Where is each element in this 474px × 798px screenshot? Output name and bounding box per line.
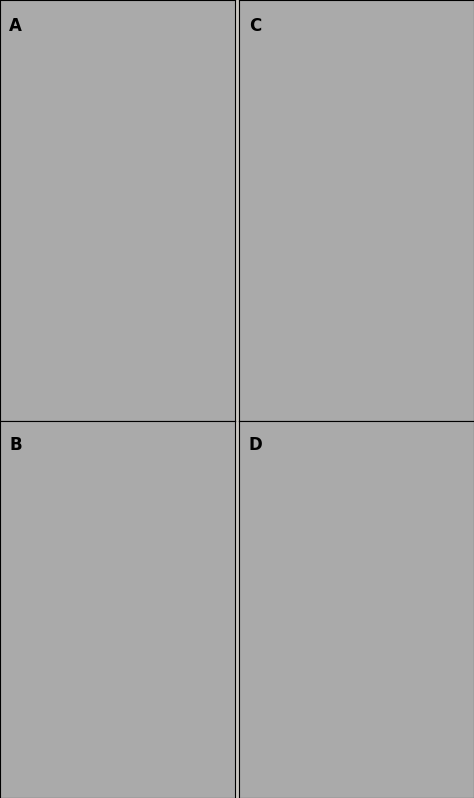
Text: B: B (9, 436, 22, 453)
Text: C: C (249, 17, 261, 35)
Text: A: A (9, 17, 22, 35)
Text: D: D (249, 436, 263, 453)
